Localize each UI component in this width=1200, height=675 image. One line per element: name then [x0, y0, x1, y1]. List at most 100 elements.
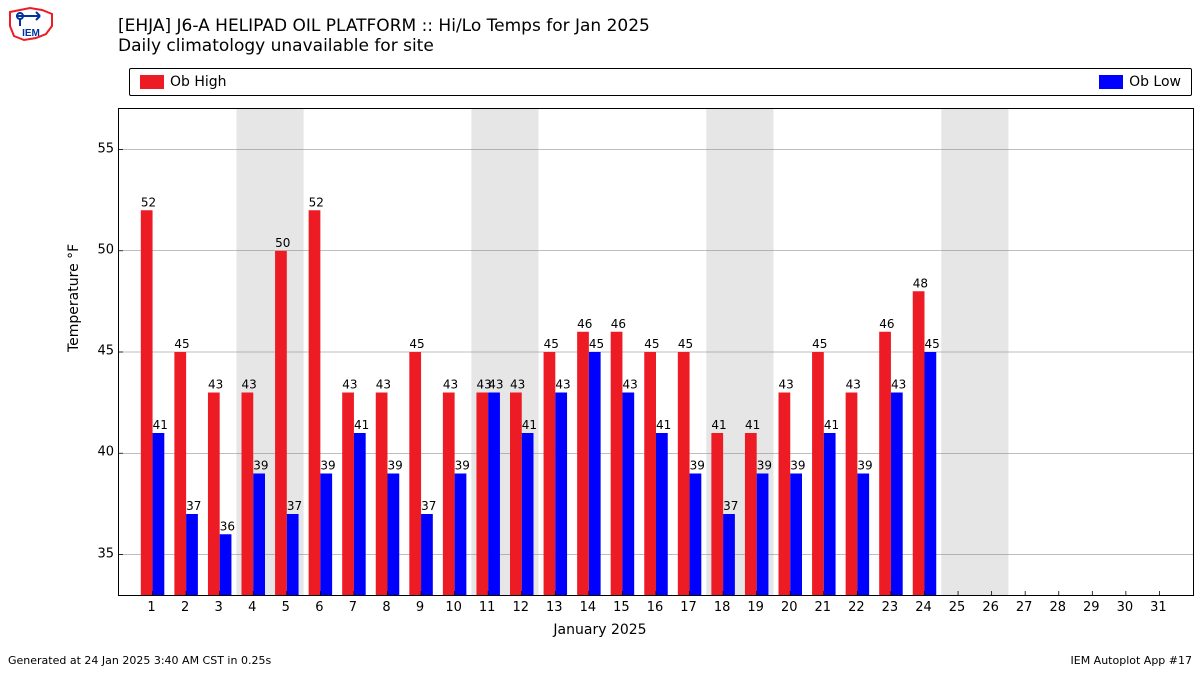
bar-low-label: 43 — [555, 378, 570, 392]
bar-low — [186, 514, 198, 595]
x-tick-label: 10 — [445, 600, 462, 615]
bar-low-label: 37 — [723, 499, 738, 513]
legend-item-high: Ob High — [140, 74, 227, 90]
bar-high-label: 43 — [342, 378, 357, 392]
bar-low-label: 45 — [589, 337, 604, 351]
bar-low — [925, 352, 937, 595]
bar-high-label: 46 — [611, 317, 626, 331]
x-tick-label: 19 — [747, 600, 764, 615]
x-tick-label: 3 — [215, 600, 223, 615]
bar-high — [779, 393, 791, 596]
bar-high-label: 45 — [409, 337, 424, 351]
bar-high — [443, 393, 455, 596]
footer-right: IEM Autoplot App #17 — [1071, 654, 1193, 667]
bar-low — [757, 474, 769, 596]
x-tick-label: 6 — [315, 600, 323, 615]
bar-high — [275, 251, 287, 595]
bar-low — [253, 474, 265, 596]
bar-high — [812, 352, 824, 595]
title-block: [EHJA] J6-A HELIPAD OIL PLATFORM :: Hi/L… — [118, 16, 650, 57]
bar-high-label: 45 — [678, 337, 693, 351]
bar-low — [220, 534, 232, 595]
bar-high-label: 45 — [812, 337, 827, 351]
bar-low-label: 43 — [891, 378, 906, 392]
bar-low — [287, 514, 299, 595]
footer-left: Generated at 24 Jan 2025 3:40 AM CST in … — [8, 654, 271, 667]
legend-swatch-low — [1099, 75, 1123, 89]
bar-low-label: 39 — [455, 459, 470, 473]
bar-low — [589, 352, 601, 595]
x-tick-label: 28 — [1049, 600, 1066, 615]
x-tick-label: 27 — [1016, 600, 1033, 615]
x-tick-label: 13 — [546, 600, 563, 615]
x-tick-label: 12 — [512, 600, 529, 615]
bar-low — [354, 433, 366, 595]
bar-high-label: 45 — [174, 337, 189, 351]
y-tick-label: 35 — [84, 546, 114, 561]
bar-high-label: 43 — [846, 378, 861, 392]
bar-low-label: 39 — [757, 459, 772, 473]
y-tick-label: 55 — [84, 141, 114, 156]
page: { "title_line1": "[EHJA] J6-A HELIPAD OI… — [0, 0, 1200, 675]
bar-low-label: 41 — [656, 418, 671, 432]
bar-low-label: 41 — [824, 418, 839, 432]
bar-high — [544, 352, 556, 595]
bar-low — [555, 393, 567, 596]
bar-high — [309, 210, 321, 595]
x-tick-label: 7 — [349, 600, 357, 615]
bar-high — [711, 433, 723, 595]
legend-label-high: Ob High — [170, 74, 227, 90]
x-ticks: 1234567891011121314151617181920212223242… — [118, 600, 1194, 620]
x-tick-label: 1 — [147, 600, 155, 615]
bar-high-label: 43 — [208, 378, 223, 392]
bar-high — [611, 332, 623, 595]
bar-low — [622, 393, 634, 596]
bar-high — [644, 352, 656, 595]
bar-low-label: 41 — [522, 418, 537, 432]
x-tick-label: 24 — [915, 600, 932, 615]
x-tick-label: 15 — [613, 600, 630, 615]
bar-high-label: 41 — [711, 418, 726, 432]
bar-low-label: 39 — [790, 459, 805, 473]
bar-low — [455, 474, 467, 596]
bar-low — [421, 514, 433, 595]
bar-high-label: 46 — [879, 317, 894, 331]
x-tick-label: 4 — [248, 600, 256, 615]
bar-low-label: 39 — [857, 459, 872, 473]
bar-low-label: 45 — [925, 337, 940, 351]
x-axis-label: January 2025 — [0, 622, 1200, 638]
bar-low-label: 41 — [354, 418, 369, 432]
x-tick-label: 23 — [882, 600, 899, 615]
x-tick-label: 2 — [181, 600, 189, 615]
x-tick-label: 17 — [680, 600, 697, 615]
x-tick-label: 29 — [1083, 600, 1100, 615]
bar-low-label: 43 — [488, 378, 503, 392]
y-tick-label: 50 — [84, 242, 114, 257]
bar-high — [141, 210, 153, 595]
bar-high — [208, 393, 220, 596]
x-tick-label: 22 — [848, 600, 865, 615]
bar-low-label: 43 — [622, 378, 637, 392]
bar-low-label: 39 — [690, 459, 705, 473]
bar-high-label: 43 — [376, 378, 391, 392]
bar-low-label: 39 — [320, 459, 335, 473]
legend-item-low: Ob Low — [1099, 74, 1181, 90]
bar-low-label: 37 — [421, 499, 436, 513]
bar-high — [678, 352, 690, 595]
bar-high — [174, 352, 186, 595]
bar-low — [388, 474, 400, 596]
iem-logo: IEM — [6, 4, 56, 44]
bar-high-label: 52 — [141, 195, 156, 209]
bar-high-label: 50 — [275, 236, 290, 250]
bar-high-label: 46 — [577, 317, 592, 331]
legend-swatch-high — [140, 75, 164, 89]
bar-high — [342, 393, 354, 596]
x-tick-label: 8 — [382, 600, 390, 615]
logo-text: IEM — [22, 28, 40, 39]
bar-high-label: 45 — [644, 337, 659, 351]
bar-high-label: 52 — [309, 195, 324, 209]
bar-low-label: 39 — [388, 459, 403, 473]
bar-high — [577, 332, 589, 595]
bar-low — [656, 433, 668, 595]
legend-label-low: Ob Low — [1129, 74, 1181, 90]
